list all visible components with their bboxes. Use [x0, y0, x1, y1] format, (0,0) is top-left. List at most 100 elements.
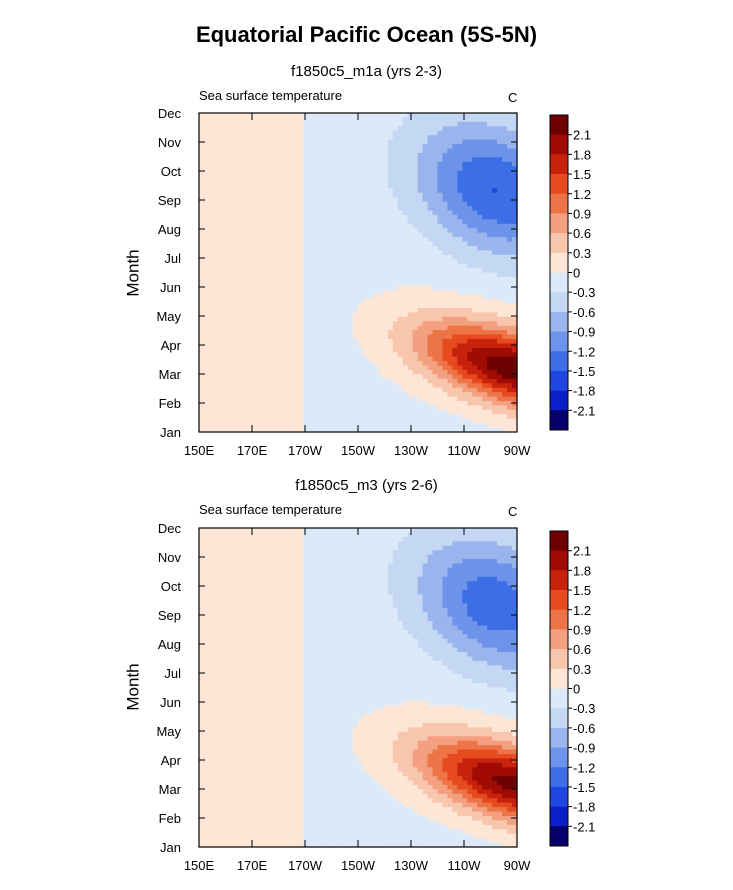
panel-1-cell [328, 237, 334, 243]
panel-1-cell [333, 214, 339, 220]
panel-1-cell [377, 294, 384, 300]
panel-1-cell [293, 206, 299, 212]
panel-1-cell [497, 427, 503, 433]
panel-1-cell [213, 223, 220, 229]
panel-1-cell [502, 223, 508, 229]
panel-1-cell [308, 250, 314, 256]
panel-1-cell [223, 197, 230, 203]
panel-1-cell [427, 152, 434, 158]
panel-1-cell [308, 210, 314, 216]
panel-2-cell [203, 815, 210, 822]
panel-1-cell [412, 321, 419, 327]
panel-1-cell [333, 219, 339, 225]
panel-1-cell [442, 206, 449, 212]
panel-1-cell [283, 259, 290, 265]
panel-1-cell [248, 334, 255, 340]
panel-1-cell [213, 241, 220, 247]
panel-1-cell [392, 387, 399, 393]
panel-1-cell [348, 369, 354, 375]
panel-1-cell [452, 188, 458, 194]
panel-1-cell [467, 325, 473, 331]
panel-1-colorbar-box [550, 351, 568, 372]
panel-1-cell [248, 290, 255, 296]
panel-1-cell [268, 139, 275, 145]
panel-1-cell [258, 250, 265, 256]
panel-1-cell [512, 272, 518, 278]
panel-1-cell [248, 237, 255, 243]
panel-1-cell [258, 423, 265, 429]
panel-1-colorbar-label: 1.8 [573, 147, 591, 162]
panel-2-cell [208, 625, 215, 631]
panel-1-cell [199, 175, 205, 181]
panel-1-cell [382, 423, 389, 429]
panel-1-cell [497, 228, 503, 234]
panel-1-cell [372, 228, 379, 234]
panel-1-cell [387, 166, 394, 172]
panel-1-cell [512, 276, 518, 282]
panel-1-cell [502, 263, 508, 269]
panel-1-cell [397, 365, 404, 371]
panel-1-cell [333, 303, 339, 309]
panel-1-cell [457, 383, 463, 389]
panel-1-cell [348, 334, 354, 340]
panel-1-cell [258, 392, 265, 398]
panel-1-cell [288, 423, 295, 429]
panel-1-cell [452, 210, 458, 216]
panel-1-cell [507, 188, 513, 194]
panel-1-cell [293, 352, 299, 358]
panel-1-cell [487, 135, 493, 141]
panel-1-cell [482, 338, 488, 344]
panel-1-cell [218, 214, 225, 220]
panel-1-cell [457, 356, 463, 362]
panel-1-cell [457, 232, 463, 238]
panel-1-cell [432, 157, 439, 163]
panel-1-cell [283, 166, 290, 172]
panel-1-cell [298, 192, 304, 198]
panel-1-cell [199, 148, 205, 154]
panel-1-cell [462, 325, 468, 331]
panel-1-cell [447, 409, 454, 415]
panel-1-cell [407, 303, 414, 309]
panel-1-cell [462, 272, 468, 278]
panel-1-cell [492, 387, 498, 393]
panel-1-cell [487, 369, 493, 375]
panel-1-cell [467, 188, 473, 194]
panel-2-cell [208, 643, 215, 649]
panel-1-cell [437, 285, 444, 291]
panel-1-cell [412, 210, 419, 216]
panel-1-cell [482, 334, 488, 340]
panel-1-cell [462, 197, 468, 203]
panel-1-cell [303, 152, 309, 158]
panel-1-colorbar-box [550, 311, 568, 332]
panel-1-cell [358, 307, 364, 313]
panel-1-cell [432, 312, 439, 318]
panel-1-cell [467, 263, 473, 269]
panel-1-cell [338, 250, 344, 256]
panel-1-cell [497, 281, 503, 287]
panel-1-cell [412, 179, 419, 185]
panel-1-cell [382, 161, 389, 167]
panel-1-cell [377, 139, 384, 145]
panel-1-cell [442, 268, 449, 274]
panel-1-cell [502, 250, 508, 256]
panel-1-cell [328, 343, 334, 349]
panel-1-cell [492, 343, 498, 349]
panel-1-cell [338, 423, 344, 429]
panel-1-cell [447, 117, 454, 123]
panel-1-cell [218, 294, 225, 300]
panel-1-cell [462, 130, 468, 136]
panel-1-cell [243, 183, 250, 189]
panel-1-cell [348, 175, 354, 181]
panel-1-cell [402, 139, 409, 145]
panel-1-cell [377, 130, 384, 136]
panel-1-cell [402, 414, 409, 420]
panel-1-cell [507, 223, 513, 229]
panel-1-cell [273, 343, 280, 349]
panel-1-cell [467, 392, 473, 398]
panel-1-cell [278, 188, 285, 194]
panel-1-cell [442, 343, 449, 349]
panel-2-cell [199, 559, 205, 565]
panel-1-cell [283, 343, 290, 349]
panel-1-cell [507, 409, 513, 415]
panel-1-cell [482, 179, 488, 185]
